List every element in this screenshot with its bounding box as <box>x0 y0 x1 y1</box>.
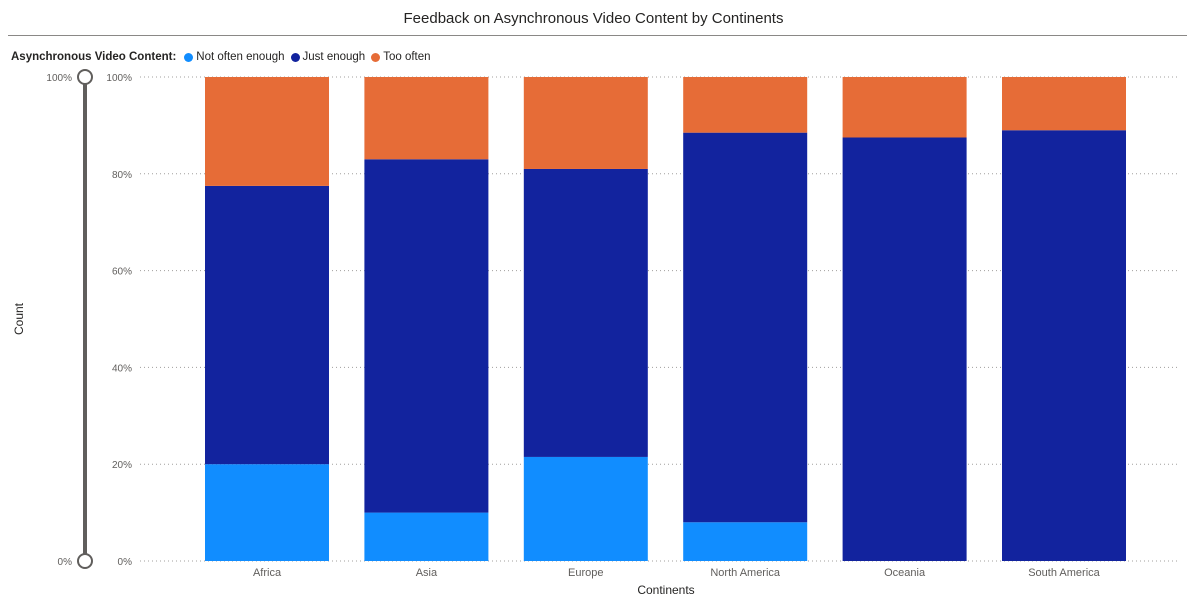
y-tick-label: 20% <box>112 460 132 471</box>
legend-dot-icon <box>371 52 381 62</box>
legend-item-too-often[interactable]: Too often <box>371 51 431 63</box>
bar-segment-just-enough[interactable] <box>842 137 967 562</box>
x-axis-ticks: Africa Asia Europe North America Oceania Sout… <box>253 567 1101 579</box>
legend-item-not-often-enough[interactable]: Not often enough <box>184 51 285 63</box>
x-tick-label: South America <box>1028 567 1100 579</box>
x-tick-label: North America <box>710 567 781 579</box>
x-tick-label: Africa <box>253 567 282 579</box>
bar-segment-too-often[interactable] <box>1002 77 1126 131</box>
bar-segment-not-often-enough[interactable] <box>364 512 489 561</box>
bar-segment-just-enough[interactable] <box>364 159 489 513</box>
y-axis-ticks: 0% 20% 40% 60% 80% 100% <box>106 73 132 568</box>
bar-segment-too-often[interactable] <box>205 77 329 186</box>
bar-segment-not-often-enough[interactable] <box>683 522 808 561</box>
bar-segment-just-enough[interactable] <box>683 132 808 523</box>
bar-segment-too-often[interactable] <box>683 77 808 133</box>
bar-segment-just-enough[interactable] <box>1002 130 1126 562</box>
x-axis-label: Continents <box>637 583 694 596</box>
y-tick-label: 0% <box>118 557 133 568</box>
bar-segment-too-often[interactable] <box>523 77 648 169</box>
y-axis-range-slider[interactable]: 100% 0% <box>46 69 93 569</box>
bar-segment-too-often[interactable] <box>364 77 489 160</box>
y-axis-label: Count <box>12 302 26 335</box>
legend-title: Asynchronous Video Content: <box>11 51 177 63</box>
gridlines <box>140 76 1180 562</box>
slider-top-handle[interactable] <box>77 69 93 85</box>
slider-bottom-handle[interactable] <box>77 553 93 569</box>
bar-segment-not-often-enough[interactable] <box>523 456 648 561</box>
bar-segment-not-often-enough[interactable] <box>205 464 329 561</box>
bar-segment-too-often[interactable] <box>842 77 967 138</box>
legend: Asynchronous Video Content: Not often en… <box>11 49 437 65</box>
x-tick-label: Oceania <box>884 567 926 579</box>
legend-dot-icon <box>290 52 300 62</box>
slider-bottom-label: 0% <box>58 557 73 568</box>
legend-label: Just enough <box>302 51 366 63</box>
y-tick-label: 40% <box>112 363 132 374</box>
y-tick-label: 60% <box>112 267 132 278</box>
bar-segment-just-enough[interactable] <box>523 168 648 457</box>
chart-title: Feedback on Asynchronous Video Content b… <box>403 10 784 27</box>
y-tick-label: 100% <box>106 73 132 84</box>
x-tick-label: Asia <box>416 567 438 579</box>
title-divider <box>8 35 1187 36</box>
bar-segment-just-enough[interactable] <box>205 185 329 465</box>
legend-item-just-enough[interactable]: Just enough <box>290 51 366 63</box>
y-tick-label: 80% <box>112 170 132 181</box>
legend-dot-icon <box>184 52 194 62</box>
legend-label: Not often enough <box>196 51 285 63</box>
x-tick-label: Europe <box>568 567 603 579</box>
slider-top-label: 100% <box>46 73 72 84</box>
legend-label: Too often <box>383 51 431 63</box>
bars <box>205 77 1126 562</box>
